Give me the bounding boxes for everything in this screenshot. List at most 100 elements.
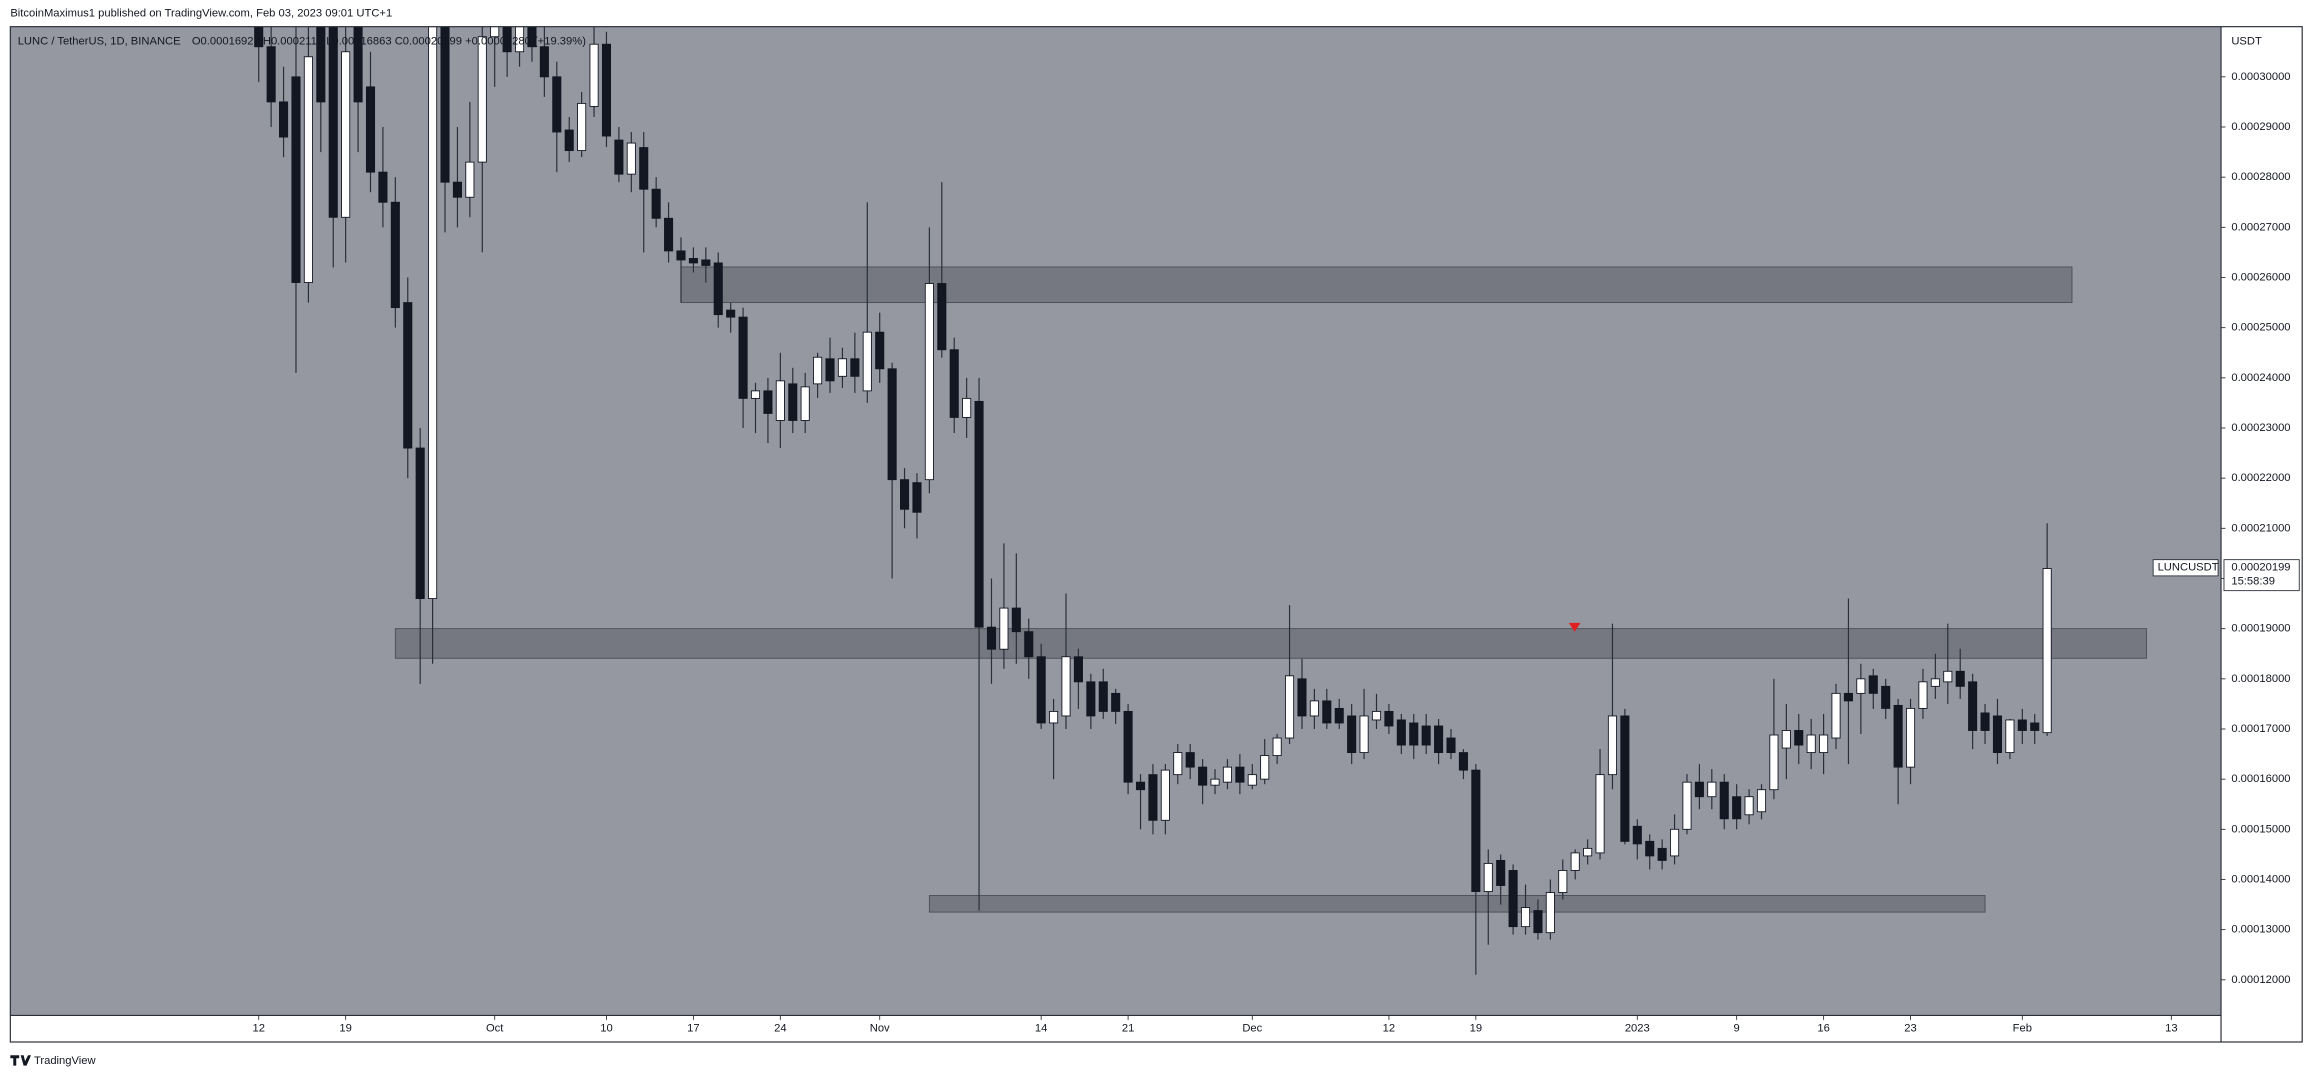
candle-body: [1061, 656, 1071, 717]
candle-body: [1533, 910, 1543, 934]
candle-body: [1558, 870, 1568, 893]
candle-body: [912, 482, 922, 513]
candle-body: [1359, 715, 1369, 754]
candle-body: [1719, 781, 1729, 820]
y-tick-label: 0.00024000: [2231, 372, 2290, 384]
candle-body: [1918, 681, 1928, 709]
candle-body: [1086, 681, 1096, 717]
candle-body: [365, 86, 376, 173]
candle-body: [1036, 656, 1046, 724]
candle-body: [1148, 774, 1158, 821]
candle-body: [862, 331, 872, 392]
candle-body: [2017, 719, 2027, 731]
candle-body: [1583, 847, 1593, 857]
plot-area: [254, 26, 2147, 975]
candle-body: [639, 147, 649, 190]
candle-body: [1545, 892, 1555, 934]
candle-body: [1756, 789, 1767, 813]
candle-body: [1856, 678, 1866, 694]
candle-body: [341, 51, 351, 218]
last-price-label: 0.00020199: [2231, 562, 2290, 574]
candle-body: [1843, 692, 1853, 702]
candle-body: [900, 479, 910, 510]
candle-body: [502, 26, 512, 53]
y-tick-label: 0.00015000: [2231, 823, 2290, 835]
candle-body: [1260, 755, 1270, 780]
candle-body: [452, 181, 462, 198]
candle-body: [415, 447, 425, 600]
candle-body: [1322, 700, 1332, 724]
candle-body: [1458, 752, 1468, 771]
candle-body: [440, 26, 450, 183]
candle-body: [1744, 796, 1754, 816]
candle-body: [2042, 568, 2052, 734]
x-tick-label: 19: [1470, 1023, 1482, 1035]
y-tick-label: 0.00014000: [2231, 873, 2290, 885]
candle-body: [490, 26, 500, 38]
candle-body: [1905, 707, 1916, 768]
candle-body: [614, 139, 624, 175]
y-tick-label: 0.00012000: [2231, 974, 2290, 986]
x-tick-label: 10: [600, 1023, 612, 1035]
support-resistance-zone: [680, 266, 2073, 304]
candle-body: [1520, 907, 1531, 928]
candle-body: [564, 129, 574, 152]
y-tick-label: 0.00013000: [2231, 924, 2290, 936]
x-tick-label: 17: [687, 1023, 699, 1035]
candle-body: [887, 368, 897, 481]
candle-body: [962, 397, 972, 418]
candle-body: [1160, 769, 1170, 821]
candle-body: [1794, 730, 1804, 746]
x-tick-label: 16: [1817, 1023, 1829, 1035]
currency-label: USDT: [2231, 35, 2262, 47]
candle-body: [1645, 840, 1655, 857]
y-tick-label: 0.00028000: [2231, 171, 2290, 183]
ohlc-legend: O0.00016927 H0.0002110 L0.00016863 C0.00…: [192, 35, 586, 47]
x-tick-label: Nov: [870, 1023, 890, 1035]
chart-frame: [9, 26, 2303, 1043]
candle-body: [1632, 825, 1642, 845]
y-tick-label: 0.00018000: [2231, 673, 2290, 685]
candle-body: [924, 283, 934, 481]
candle-body: [701, 259, 711, 266]
candle-body: [1868, 675, 1878, 694]
x-tick-label: Oct: [486, 1023, 504, 1035]
candle-body: [676, 250, 686, 261]
candle-body: [1297, 678, 1307, 717]
x-tick-label: 23: [1904, 1023, 1916, 1035]
candle-body: [1024, 631, 1034, 658]
x-tick-label: Feb: [2013, 1023, 2032, 1035]
candle-body: [937, 283, 947, 351]
candle-body: [428, 26, 438, 600]
candle-body: [1980, 712, 1990, 731]
x-tick-label: 12: [1383, 1023, 1395, 1035]
candle-body: [390, 201, 400, 309]
candle-body: [1682, 781, 1692, 830]
candle-body: [577, 102, 587, 152]
x-tick-label: 24: [774, 1023, 786, 1035]
y-tick-label: 0.00017000: [2231, 723, 2290, 735]
candle-body: [589, 43, 599, 107]
candle-body: [651, 188, 661, 219]
candle-body: [303, 56, 313, 283]
candle-body: [1607, 715, 1618, 776]
candle-body: [949, 349, 959, 418]
candle-body: [1309, 700, 1319, 717]
candle-body: [1670, 828, 1680, 857]
candle-body: [1185, 752, 1195, 768]
candle-body: [1893, 704, 1903, 768]
candle-body: [726, 309, 736, 318]
candle-body: [1285, 675, 1295, 739]
y-tick-label: 0.00021000: [2231, 522, 2290, 534]
candle-body: [316, 26, 326, 103]
candle-body: [1434, 725, 1444, 754]
candle-body: [477, 36, 487, 163]
candle-body: [626, 142, 636, 175]
x-tick-label: 9: [1734, 1023, 1740, 1035]
candle-body: [1707, 781, 1717, 798]
candle-body: [1496, 859, 1506, 886]
candle-body: [1049, 710, 1059, 724]
y-tick-label: 0.00016000: [2231, 773, 2290, 785]
candle-body: [1235, 766, 1245, 783]
